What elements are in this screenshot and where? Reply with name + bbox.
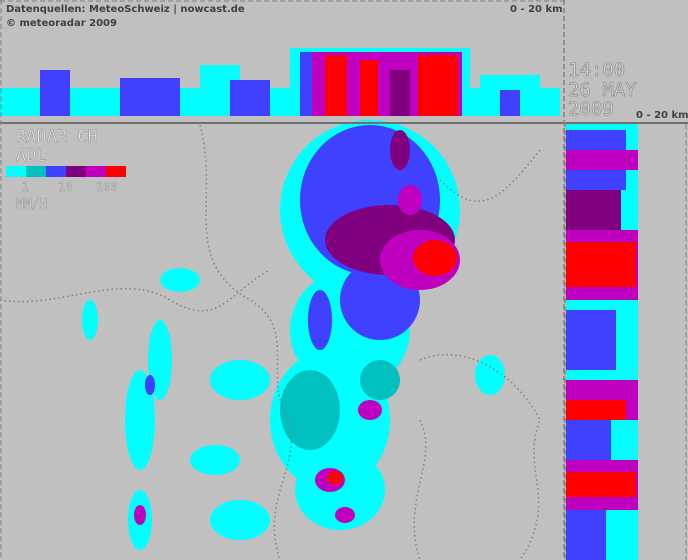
echo (398, 185, 422, 215)
echo (360, 360, 400, 400)
legend-swatch (26, 166, 46, 177)
echo (210, 500, 270, 540)
echo (295, 450, 385, 530)
echo (327, 471, 343, 485)
echo (413, 240, 457, 276)
legend-unit: MM/H (16, 197, 47, 212)
legend-label: 10 (58, 180, 72, 194)
legend-station: ADL (16, 146, 47, 166)
echo (190, 445, 240, 475)
legend-scale (6, 166, 126, 177)
legend-swatch (66, 166, 86, 177)
date-text: 26 MAY (568, 79, 637, 101)
legend-swatch (86, 166, 106, 177)
echo-profile (360, 60, 378, 116)
radar-echoes (0, 48, 638, 560)
scale-text: 0 - 20 km (636, 110, 688, 121)
echo (475, 355, 505, 395)
echo-profile (566, 510, 606, 560)
echo (335, 507, 355, 523)
echo (125, 370, 155, 470)
echo (358, 400, 382, 420)
legend-label: 100 (96, 180, 118, 194)
echo-profile (230, 80, 270, 116)
echo (308, 290, 332, 350)
source-text: Datenquellen: MeteoSchweiz | nowcast.de (6, 4, 245, 15)
legend-title: RADAR CH (16, 127, 98, 147)
echo-profile (418, 55, 458, 116)
echo (160, 268, 200, 292)
scale-text: 0 - 20 km (510, 4, 563, 15)
echo-profile (566, 400, 626, 420)
echo (82, 300, 98, 340)
legend-swatch (6, 166, 26, 177)
echo (145, 375, 155, 395)
echo-profile (390, 70, 410, 116)
echo (210, 360, 270, 400)
legend-swatch (46, 166, 66, 177)
legend-label: 1 (22, 180, 29, 194)
echo-profile (0, 88, 560, 116)
echo-profile (40, 70, 70, 116)
echo-profile (566, 242, 636, 287)
echo-profile (500, 90, 520, 116)
echo (390, 130, 410, 170)
echo-profile (566, 150, 638, 170)
echo (134, 505, 146, 525)
copyright-text: © meteoradar 2009 (6, 18, 117, 29)
year-text: 2009 (568, 98, 614, 120)
time-text: 14:00 (568, 59, 625, 81)
echo-profile (566, 190, 621, 230)
echo-profile (566, 420, 611, 460)
borders (0, 124, 541, 560)
echo-profile (566, 310, 616, 370)
echo-profile (566, 472, 636, 497)
echo (280, 370, 340, 450)
echo-profile (325, 55, 347, 116)
echo-profile (120, 78, 180, 116)
border-line (413, 419, 427, 560)
legend-swatch (106, 166, 126, 177)
